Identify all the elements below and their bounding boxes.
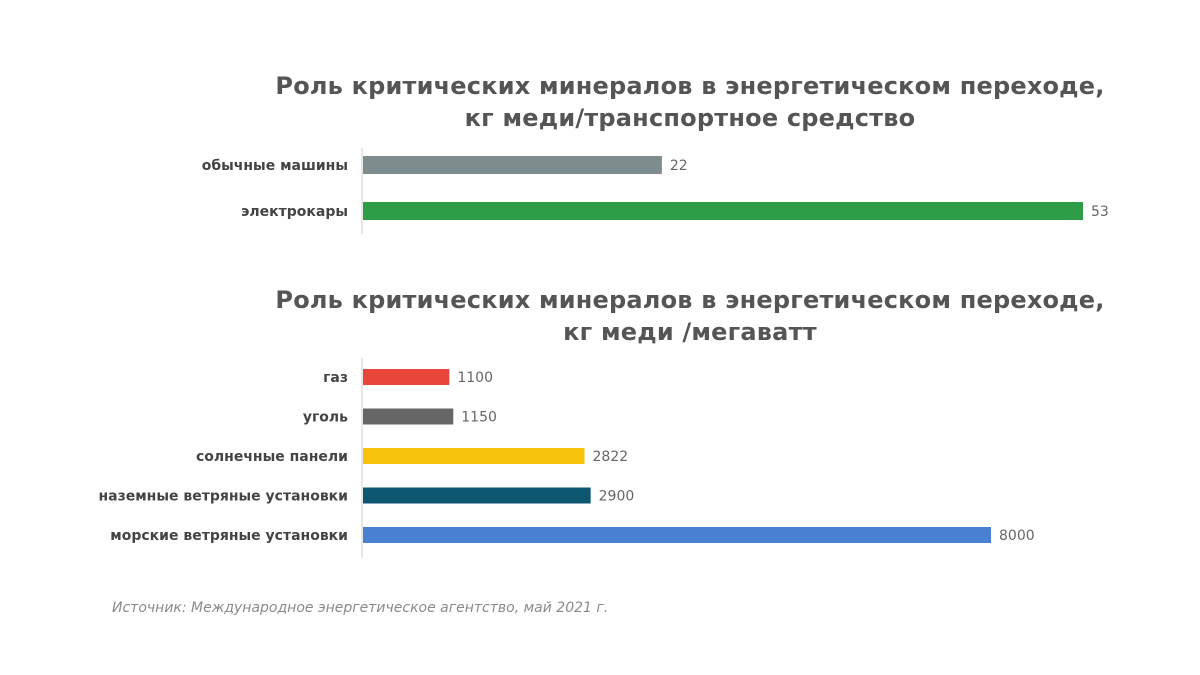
source-note: Источник: Международное энергетическое а…	[112, 600, 609, 616]
chart-1-title-line-1: Роль критических минералов в энергетичес…	[275, 72, 1105, 100]
chart-2-bar	[363, 487, 591, 504]
chart-1-title-line-2: кг меди/транспортное средство	[464, 104, 916, 132]
chart-2-value-label: 8000	[999, 528, 1035, 544]
chart-2-bar	[363, 408, 454, 425]
chart-2-value-label: 2900	[599, 489, 635, 505]
chart-2-category-label: солнечные панели	[196, 449, 348, 465]
chart-2-bar-chart: газ 1100 уголь 1150 солнечные панели 2822 назе…	[98, 358, 1035, 558]
chart-1-category-label: электрокары	[241, 204, 348, 220]
chart-1-category-label: обычные машины	[202, 158, 348, 174]
chart-1-bar	[363, 156, 662, 174]
chart-2-title-line-2: кг меди /мегаватт	[563, 318, 817, 346]
chart-2-category-label: газ	[323, 370, 348, 386]
chart-1-value-label: 22	[670, 158, 688, 174]
chart-2-value-label: 2822	[593, 449, 629, 465]
chart-1-title: Роль критических минералов в энергетичес…	[0, 70, 1200, 134]
chart-1-bar-chart: обычные машины 22 электрокары 53	[202, 148, 1109, 234]
chart-1-value-label: 53	[1091, 204, 1109, 220]
chart-2-bar	[363, 369, 450, 385]
chart-2-bar	[363, 448, 585, 464]
chart-2-value-label: 1100	[457, 370, 493, 386]
chart-2-category-label: морские ветряные установки	[110, 528, 348, 544]
chart-2-value-label: 1150	[461, 410, 497, 426]
chart-2-title: Роль критических минералов в энергетичес…	[0, 284, 1200, 348]
chart-1-bar	[363, 202, 1083, 220]
chart-2-title-line-1: Роль критических минералов в энергетичес…	[275, 286, 1105, 314]
chart-2-bar	[363, 527, 991, 543]
chart-2-category-label: наземные ветряные установки	[98, 489, 348, 505]
chart-2-category-label: уголь	[303, 410, 348, 426]
